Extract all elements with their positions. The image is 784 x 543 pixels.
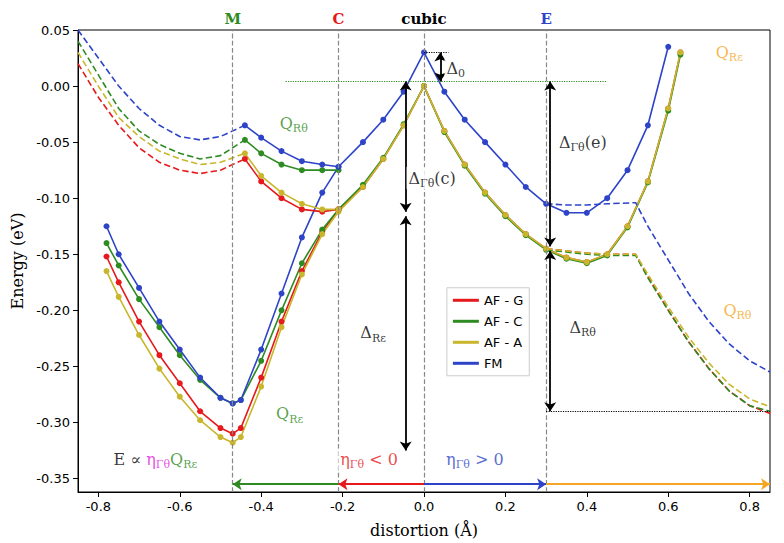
svg-text:(c): (c) (434, 169, 455, 188)
svg-text:Γθ: Γθ (350, 458, 365, 471)
svg-text:Rε: Rε (183, 458, 197, 471)
svg-text:Rθ: Rθ (737, 309, 752, 322)
svg-text:Rε: Rε (372, 332, 386, 345)
svg-text:0: 0 (458, 67, 465, 80)
svg-text:Rε: Rε (729, 51, 743, 64)
svg-text:cubic: cubic (401, 10, 446, 28)
svg-text:Energy (eV): Energy (eV) (8, 213, 27, 310)
svg-text:M: M (224, 10, 241, 28)
svg-text:-0.05: -0.05 (36, 135, 70, 150)
svg-text:0.0: 0.0 (414, 499, 435, 514)
svg-text:0.05: 0.05 (41, 23, 70, 38)
svg-text:-0.20: -0.20 (36, 303, 70, 318)
svg-text:η: η (446, 450, 456, 469)
svg-text:0.00: 0.00 (41, 79, 70, 94)
svg-text:0.2: 0.2 (495, 499, 516, 514)
svg-text:Q: Q (276, 404, 289, 423)
svg-text:Γθ: Γθ (456, 458, 471, 471)
svg-text:0.8: 0.8 (739, 499, 760, 514)
svg-text:-0.8: -0.8 (86, 499, 111, 514)
svg-text:Q: Q (723, 301, 736, 320)
svg-text:-0.30: -0.30 (36, 415, 70, 430)
svg-text:Γθ: Γθ (570, 141, 585, 154)
svg-text:-0.15: -0.15 (36, 247, 70, 262)
svg-text:AF - C: AF - C (484, 314, 522, 329)
svg-text:FM: FM (484, 356, 503, 371)
svg-text:Γθ: Γθ (420, 177, 435, 190)
svg-text:Δ: Δ (559, 133, 571, 152)
svg-text:Q: Q (716, 43, 729, 62)
svg-text:AF - G: AF - G (484, 293, 523, 308)
svg-text:-0.35: -0.35 (36, 471, 70, 486)
svg-text:(e): (e) (585, 133, 607, 152)
svg-text:C: C (333, 10, 345, 28)
svg-text:distortion (Å): distortion (Å) (370, 520, 478, 540)
svg-text:-0.2: -0.2 (330, 499, 355, 514)
svg-text:E ∝: E ∝ (114, 450, 147, 469)
svg-text:0.4: 0.4 (576, 499, 597, 514)
svg-text:-0.4: -0.4 (248, 499, 273, 514)
svg-text:Γθ: Γθ (156, 458, 171, 471)
svg-text:-0.6: -0.6 (167, 499, 192, 514)
svg-text:Rθ: Rθ (293, 122, 308, 135)
svg-text:E: E (540, 10, 551, 28)
svg-text:Rθ: Rθ (581, 326, 596, 339)
svg-text:Δ: Δ (446, 59, 458, 78)
svg-text:Q: Q (280, 114, 293, 133)
svg-text:-0.10: -0.10 (36, 191, 70, 206)
svg-text:Δ: Δ (360, 323, 372, 342)
svg-text:Q: Q (170, 450, 183, 469)
svg-text:Δ: Δ (570, 318, 582, 337)
svg-text:η: η (340, 450, 350, 469)
svg-text:Rε: Rε (289, 413, 303, 426)
svg-text:AF - A: AF - A (484, 335, 522, 350)
svg-text:< 0: < 0 (364, 450, 398, 469)
svg-text:Δ: Δ (409, 169, 421, 188)
svg-text:η: η (146, 450, 156, 469)
svg-text:> 0: > 0 (470, 450, 504, 469)
svg-text:0.6: 0.6 (658, 499, 679, 514)
svg-text:-0.25: -0.25 (36, 359, 70, 374)
